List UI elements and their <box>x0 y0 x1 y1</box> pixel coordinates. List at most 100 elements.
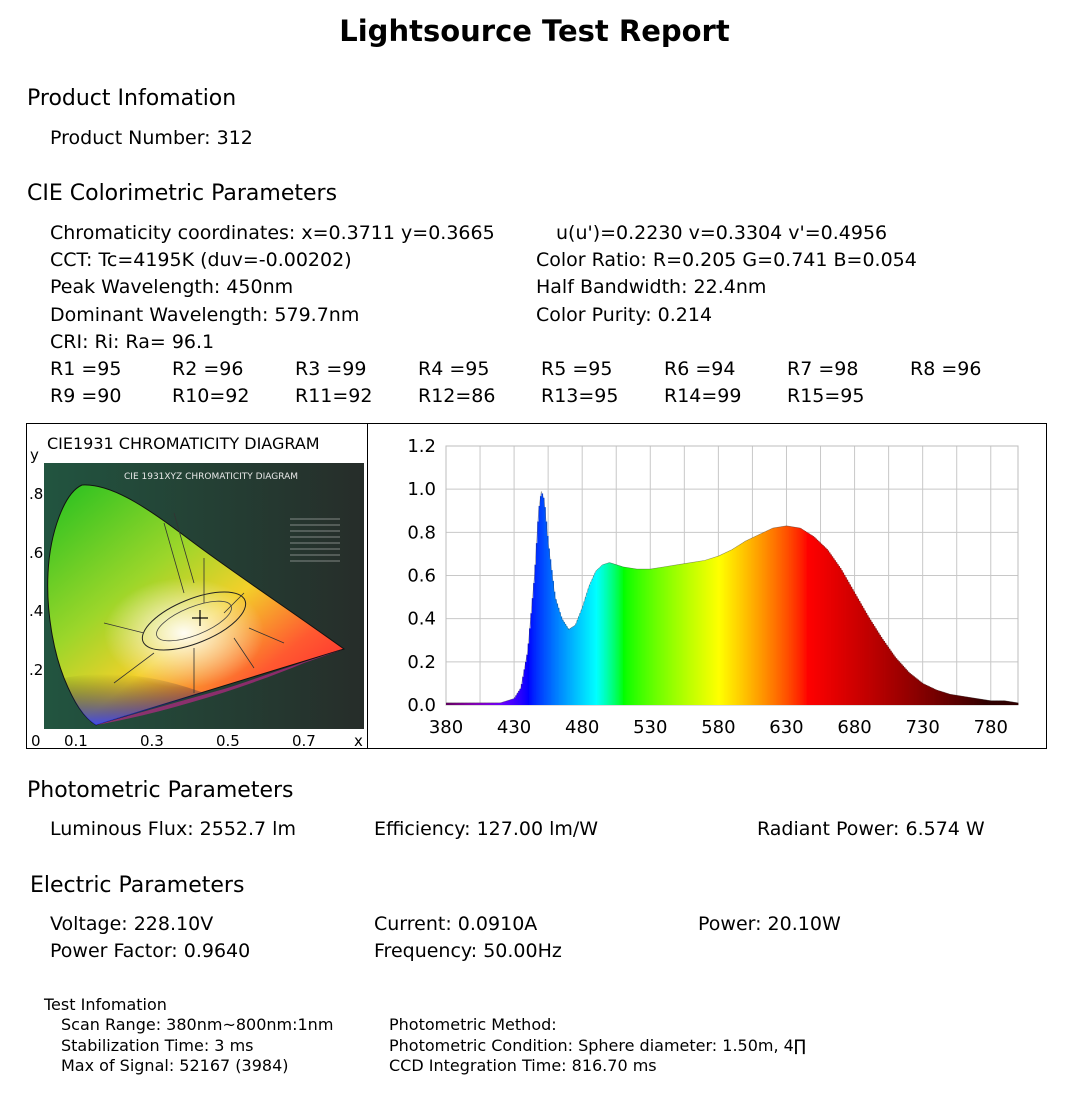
spectrum-bar <box>726 551 729 705</box>
spectrum-bar <box>627 567 629 705</box>
spectrum-bar <box>949 694 952 705</box>
spectrum-bar <box>580 609 583 705</box>
spectrum-bar <box>676 564 678 705</box>
cie-x-tick: 0.3 <box>140 732 164 750</box>
spectrum-bar <box>511 699 514 705</box>
spectrum-bar <box>574 625 576 705</box>
spectrum-bar <box>729 550 732 705</box>
spectrum-bar <box>650 568 653 705</box>
spectrum-bar <box>786 525 789 705</box>
spectrum-bar <box>612 563 614 705</box>
spectrum-bar <box>618 565 621 705</box>
frequency: Frequency: 50.00Hz <box>374 940 562 962</box>
spectrum-bar <box>648 569 651 705</box>
spectrum-bar <box>700 560 703 705</box>
max-signal: Max of Signal: 52167 (3984) <box>61 1056 289 1075</box>
spectrum-bar <box>836 564 839 705</box>
spectrum-bar <box>665 566 668 705</box>
spectrum-bar <box>633 568 636 705</box>
spectrum-bar <box>933 688 936 705</box>
product-heading: Product Infomation <box>27 86 237 111</box>
spectrum-bar <box>785 525 787 705</box>
spectrum-bar <box>508 700 511 705</box>
spectrum-bar <box>866 615 869 705</box>
spectrum-bar <box>772 527 775 705</box>
spectrum-bar <box>1015 702 1018 705</box>
cie-x-tick: 0 <box>31 732 41 750</box>
y-tick-label: 0.0 <box>407 695 436 716</box>
stabilization-time: Stabilization Time: 3 ms <box>61 1036 254 1055</box>
spectrum-bar <box>925 685 928 705</box>
spectrum-bar <box>550 570 553 705</box>
spectrum-bar <box>753 536 756 705</box>
spectrum-bar <box>891 652 894 705</box>
spectrum-bar <box>899 662 902 705</box>
r-value: R2 =96 <box>172 358 244 380</box>
spectrum-bar <box>708 558 711 705</box>
spectrum-bar <box>956 695 959 705</box>
spectrum-bar <box>796 527 798 705</box>
spectrum-bar <box>515 695 518 705</box>
spectrum-bar <box>910 674 913 705</box>
spectrum-bar <box>681 563 684 705</box>
spectrum-bar <box>488 702 490 705</box>
spectrum-bar <box>584 597 587 705</box>
spectrum-bar <box>722 553 725 705</box>
cie-y-tick: .8 <box>29 485 44 503</box>
spectrum-bar <box>883 641 885 705</box>
spectrum-bar <box>778 527 781 705</box>
spectrum-bar <box>789 526 791 705</box>
spectrum-bar <box>868 617 870 705</box>
spectrum-bar <box>996 700 998 705</box>
spectrum-bar <box>944 692 947 705</box>
spectrum-bar <box>857 598 860 705</box>
spectrum-bar <box>770 528 772 705</box>
y-tick-label: 1.0 <box>407 479 436 500</box>
spectrum-bar <box>930 687 933 705</box>
spectrum-bar <box>711 558 714 705</box>
spectrum-bar <box>539 496 542 705</box>
spectrum-bar <box>819 542 821 705</box>
r-value: R13=95 <box>541 385 619 407</box>
spectrum-bar <box>936 690 939 705</box>
spectrum-bar <box>915 678 918 705</box>
spectrum-bar <box>932 688 934 705</box>
spectrum-bar <box>481 702 484 705</box>
spectrum-bar <box>575 623 578 705</box>
color-ratio: Color Ratio: R=0.205 G=0.741 B=0.054 <box>536 249 917 271</box>
spectrum-bar <box>763 532 766 705</box>
spectrum-bar <box>831 556 834 705</box>
spectrum-bar <box>977 698 979 705</box>
spectrum-outline <box>446 491 1019 704</box>
spectrum-bar <box>493 702 496 705</box>
r-value: R11=92 <box>295 385 373 407</box>
spectrum-bar <box>767 530 770 705</box>
spectrum-bar <box>601 565 604 705</box>
spectrum-bar <box>560 616 563 705</box>
spectrum-bar <box>958 695 960 705</box>
spectrum-bar <box>981 699 983 705</box>
spectrum-bar <box>663 566 666 705</box>
spectrum-bar <box>742 542 745 705</box>
spectrum-bar <box>718 555 721 705</box>
r-value: R9 =90 <box>50 385 122 407</box>
y-tick-label: 0.8 <box>407 522 436 543</box>
spectrum-bar <box>805 531 808 705</box>
spectrum-bar <box>953 694 956 705</box>
spectrum-bar <box>721 554 723 705</box>
spectrum-bar <box>790 526 793 705</box>
cie-y-tick: .4 <box>29 602 44 620</box>
dominant-wavelength: Dominant Wavelength: 579.7nm <box>50 304 360 326</box>
spectrum-bar <box>507 700 510 705</box>
spectrum-bar <box>614 564 617 705</box>
spectrum-bar <box>853 591 855 705</box>
spectrum-bar <box>825 548 828 705</box>
spectrum-bar <box>524 662 527 705</box>
spectrum-bar <box>885 644 888 705</box>
spectrum-bar <box>973 697 975 705</box>
spectrum-bar <box>975 698 978 705</box>
spectrum-bar <box>783 526 786 705</box>
spectrum-bar <box>994 700 997 705</box>
spectrum-bar <box>787 526 790 705</box>
spectrum-bar <box>734 547 737 705</box>
